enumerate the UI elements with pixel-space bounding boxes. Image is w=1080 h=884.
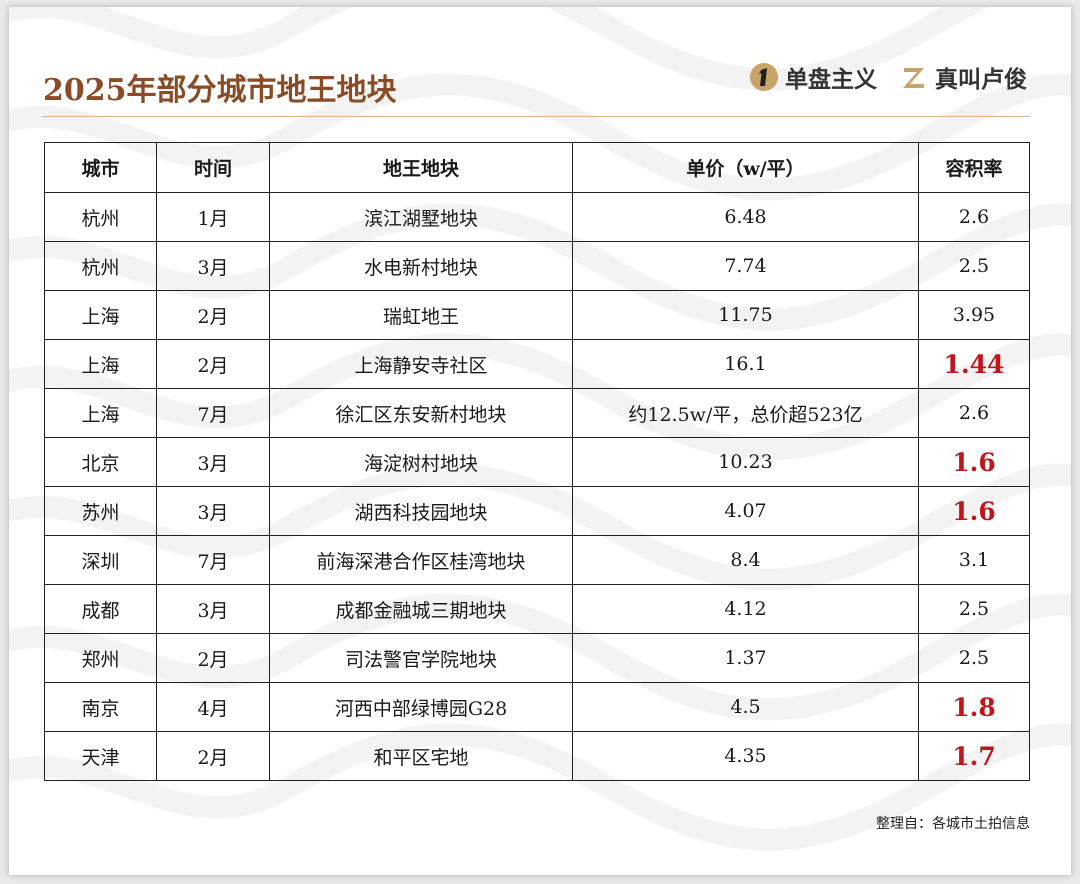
cell-price: 4.12 xyxy=(572,584,919,634)
cell-far: 2.6 xyxy=(918,388,1030,438)
cell-month: 7月 xyxy=(156,535,270,585)
table-row: 杭州 1月 滨江湖墅地块 6.48 2.6 xyxy=(44,192,1030,242)
cell-price: 4.5 xyxy=(572,682,919,732)
cell-price: 16.1 xyxy=(572,339,919,389)
cell-city: 南京 xyxy=(44,682,157,732)
cell-plot: 海淀树村地块 xyxy=(269,437,573,487)
cell-far: 1.6 xyxy=(918,437,1030,487)
cell-month: 3月 xyxy=(156,241,270,291)
cell-price: 约12.5w/平，总价超523亿 xyxy=(572,388,919,438)
table-row: 北京 3月 海淀树村地块 10.23 1.6 xyxy=(44,437,1030,487)
cell-city: 苏州 xyxy=(44,486,157,536)
cell-far: 3.1 xyxy=(918,535,1030,585)
cell-price: 10.23 xyxy=(572,437,919,487)
table-row: 成都 3月 成都金融城三期地块 4.12 2.5 xyxy=(44,584,1030,634)
cell-far: 2.6 xyxy=(918,192,1030,242)
column-header-price: 单价（w/平） xyxy=(572,142,919,193)
cell-month: 1月 xyxy=(156,192,270,242)
table-row: 苏州 3月 湖西科技园地块 4.07 1.6 xyxy=(44,486,1030,536)
cell-plot: 前海深港合作区桂湾地块 xyxy=(269,535,573,585)
table-row: 杭州 3月 水电新村地块 7.74 2.5 xyxy=(44,241,1030,291)
cell-price: 4.35 xyxy=(572,731,919,781)
cell-city: 成都 xyxy=(44,584,157,634)
cell-city: 北京 xyxy=(44,437,157,487)
cell-city: 郑州 xyxy=(44,633,157,683)
cell-far: 2.5 xyxy=(918,584,1030,634)
cell-month: 3月 xyxy=(156,486,270,536)
poster-card: 2025年部分城市地王地块 单盘主义 真叫卢俊 城市 时间 地王地块 单价（w/ xyxy=(9,7,1071,875)
cell-city: 杭州 xyxy=(44,241,157,291)
cell-far: 1.6 xyxy=(918,486,1030,536)
cell-plot: 徐汇区东安新村地块 xyxy=(269,388,573,438)
brand-name: 单盘主义 xyxy=(785,67,877,93)
title-divider xyxy=(42,116,1030,117)
cell-far: 1.8 xyxy=(918,682,1030,732)
column-header-plot: 地王地块 xyxy=(269,142,573,193)
cell-far: 3.95 xyxy=(918,290,1030,340)
cell-plot: 滨江湖墅地块 xyxy=(269,192,573,242)
cell-plot: 水电新村地块 xyxy=(269,241,573,291)
cell-plot: 成都金融城三期地块 xyxy=(269,584,573,634)
cell-far: 1.7 xyxy=(918,731,1030,781)
land-king-table: 城市 时间 地王地块 单价（w/平） 容积率 杭州 1月 滨江湖墅地块 6.48 2.6… xyxy=(44,142,1030,781)
table-body: 杭州 1月 滨江湖墅地块 6.48 2.6 杭州 3月 水电新村地块 7.74 2.5 上海 2月 瑞虹… xyxy=(44,192,1030,781)
table-row: 上海 2月 瑞虹地王 11.75 3.95 xyxy=(44,290,1030,340)
brand-name: 真叫卢俊 xyxy=(935,67,1027,93)
table-header-row: 城市 时间 地王地块 单价（w/平） 容积率 xyxy=(44,142,1030,193)
brand-danpan: 单盘主义 xyxy=(749,59,877,95)
cell-month: 3月 xyxy=(156,437,270,487)
cell-plot: 和平区宅地 xyxy=(269,731,573,781)
cell-price: 4.07 xyxy=(572,486,919,536)
cell-month: 2月 xyxy=(156,290,270,340)
table-row: 上海 2月 上海静安寺社区 16.1 1.44 xyxy=(44,339,1030,389)
z-logo-icon xyxy=(903,68,924,88)
cell-city: 深圳 xyxy=(44,535,157,585)
column-header-city: 城市 xyxy=(44,142,157,193)
cell-far: 1.44 xyxy=(918,339,1030,389)
cell-city: 杭州 xyxy=(44,192,157,242)
cell-month: 2月 xyxy=(156,633,270,683)
cell-plot: 湖西科技园地块 xyxy=(269,486,573,536)
cell-plot: 瑞虹地王 xyxy=(269,290,573,340)
cell-month: 3月 xyxy=(156,584,270,634)
circle-one-logo-icon xyxy=(750,63,778,91)
column-header-time: 时间 xyxy=(156,142,270,193)
cell-city: 上海 xyxy=(44,339,157,389)
cell-month: 7月 xyxy=(156,388,270,438)
cell-price: 1.37 xyxy=(572,633,919,683)
table-row: 南京 4月 河西中部绿博园G28 4.5 1.8 xyxy=(44,682,1030,732)
table-row: 郑州 2月 司法警官学院地块 1.37 2.5 xyxy=(44,633,1030,683)
cell-plot: 司法警官学院地块 xyxy=(269,633,573,683)
cell-plot: 河西中部绿博园G28 xyxy=(269,682,573,732)
cell-price: 11.75 xyxy=(572,290,919,340)
page-title: 2025年部分城市地王地块 xyxy=(43,73,397,108)
cell-price: 6.48 xyxy=(572,192,919,242)
brand-zhenjiao: 真叫卢俊 xyxy=(899,59,1027,95)
cell-city: 上海 xyxy=(44,388,157,438)
cell-far: 2.5 xyxy=(918,241,1030,291)
table-row: 深圳 7月 前海深港合作区桂湾地块 8.4 3.1 xyxy=(44,535,1030,585)
source-note: 整理自：各城市土拍信息 xyxy=(876,816,1030,832)
cell-month: 2月 xyxy=(156,339,270,389)
cell-price: 8.4 xyxy=(572,535,919,585)
table-row: 上海 7月 徐汇区东安新村地块 约12.5w/平，总价超523亿 2.6 xyxy=(44,388,1030,438)
cell-city: 天津 xyxy=(44,731,157,781)
cell-far: 2.5 xyxy=(918,633,1030,683)
table-row: 天津 2月 和平区宅地 4.35 1.7 xyxy=(44,731,1030,781)
cell-month: 4月 xyxy=(156,682,270,732)
cell-price: 7.74 xyxy=(572,241,919,291)
column-header-far: 容积率 xyxy=(918,142,1030,193)
cell-plot: 上海静安寺社区 xyxy=(269,339,573,389)
cell-month: 2月 xyxy=(156,731,270,781)
cell-city: 上海 xyxy=(44,290,157,340)
